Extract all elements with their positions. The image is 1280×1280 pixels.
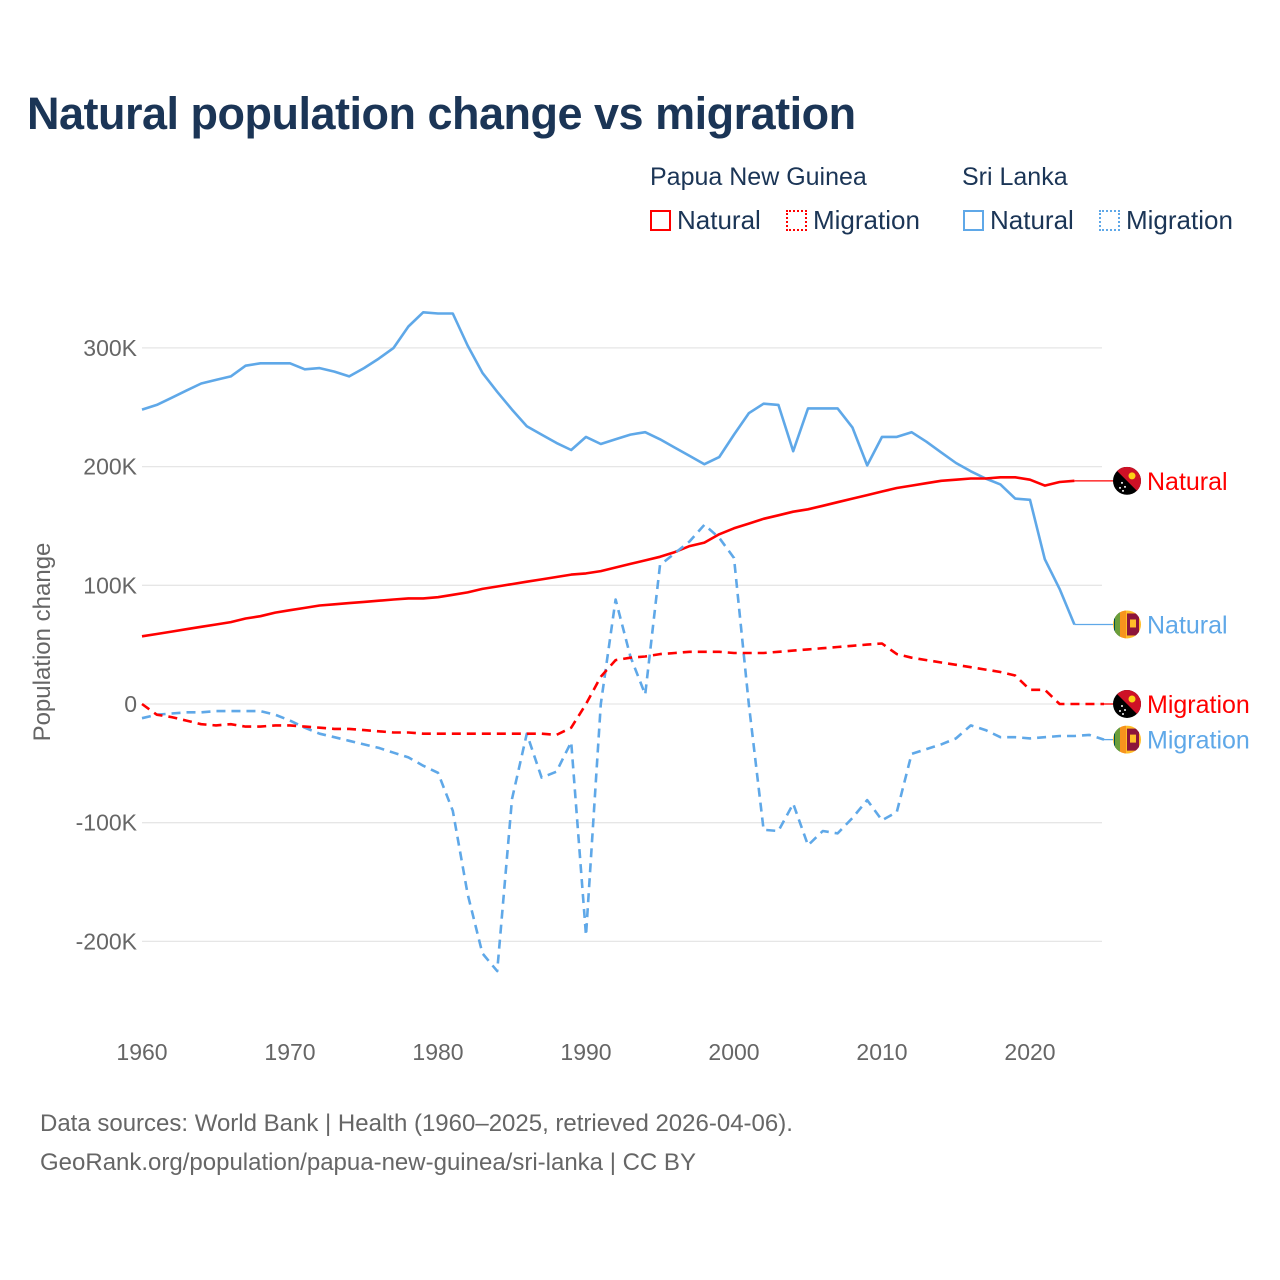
legend-item-png-natural[interactable]: Natural	[650, 205, 761, 236]
legend-item-png-migration[interactable]: Migration	[786, 205, 920, 236]
legend-item-lka-natural[interactable]: Natural	[963, 205, 1074, 236]
x-tick-label: 1990	[560, 1039, 611, 1065]
legend-swatch-dotted-red	[786, 210, 807, 231]
flag-star	[1119, 710, 1121, 712]
flag-body	[1113, 610, 1141, 639]
flag-green-band	[1115, 725, 1120, 754]
series-end-label: Migration	[1147, 691, 1250, 719]
legend-swatch-solid-red	[650, 210, 671, 231]
flag-lion	[1130, 734, 1136, 743]
legend-label: Migration	[813, 205, 920, 235]
footer-sources: Data sources: World Bank | Health (1960–…	[40, 1110, 793, 1137]
flag-star	[1124, 485, 1126, 488]
footer-link[interactable]: GeoRank.org/population/papua-new-guinea/…	[40, 1149, 696, 1176]
flag-star	[1122, 713, 1124, 715]
x-tick-label: 2010	[856, 1039, 907, 1065]
flag-green-band	[1115, 610, 1120, 639]
png-flag-icon	[1113, 690, 1141, 718]
flag-bird	[1128, 695, 1136, 703]
legend-label: Migration	[1126, 205, 1233, 235]
series-end-label: Natural	[1147, 468, 1228, 496]
flag-star	[1121, 705, 1123, 707]
x-tick-label: 2000	[708, 1039, 759, 1065]
series-line-sri-lanka-migration	[141, 523, 1105, 973]
y-tick-label: 300K	[83, 335, 137, 361]
chart-title: Natural population change vs migration	[27, 88, 856, 139]
series-line-papua-new-guinea-migration	[141, 642, 1104, 737]
series-end-label: Natural	[1147, 611, 1228, 639]
y-tick-label: 100K	[83, 572, 137, 598]
sri-lanka-flag-icon	[1113, 725, 1141, 754]
y-axis-label: Population change	[29, 543, 56, 742]
legend-swatch-solid-blue	[963, 210, 984, 231]
x-tick-label: 1980	[412, 1039, 463, 1065]
y-tick-label: -200K	[76, 928, 138, 954]
flag-star	[1122, 489, 1124, 492]
y-tick-label: -100K	[76, 810, 138, 836]
flag-star	[1124, 709, 1126, 711]
flag-star	[1119, 486, 1121, 489]
sri-lanka-flag-icon	[1113, 610, 1141, 639]
png-flag-icon	[1113, 466, 1141, 495]
legend-group-sri-lanka: Sri Lanka	[962, 163, 1068, 191]
flag-bird	[1128, 472, 1136, 480]
flag-star	[1121, 481, 1123, 484]
flag-orange	[1120, 725, 1126, 754]
x-tick-label: 2020	[1004, 1039, 1055, 1065]
series-end-label: Migration	[1147, 727, 1250, 755]
legend-item-lka-migration[interactable]: Migration	[1099, 205, 1233, 236]
y-tick-label: 200K	[83, 454, 137, 480]
legend-label: Natural	[990, 205, 1074, 235]
flag-orange	[1120, 610, 1126, 639]
legend-label: Natural	[677, 205, 761, 235]
series-line-sri-lanka-natural	[141, 311, 1076, 625]
x-tick-label: 1960	[116, 1039, 167, 1065]
x-tick-label: 1970	[264, 1039, 315, 1065]
flag-body	[1113, 466, 1141, 495]
y-tick-label: 0	[124, 691, 137, 717]
flag-lion	[1130, 619, 1136, 628]
flag-body	[1113, 725, 1141, 754]
legend-group-papua-new-guinea: Papua New Guinea	[650, 163, 867, 191]
flag-body	[1113, 690, 1141, 718]
legend-swatch-dotted-blue	[1099, 210, 1120, 231]
series-line-papua-new-guinea-natural	[141, 476, 1075, 638]
